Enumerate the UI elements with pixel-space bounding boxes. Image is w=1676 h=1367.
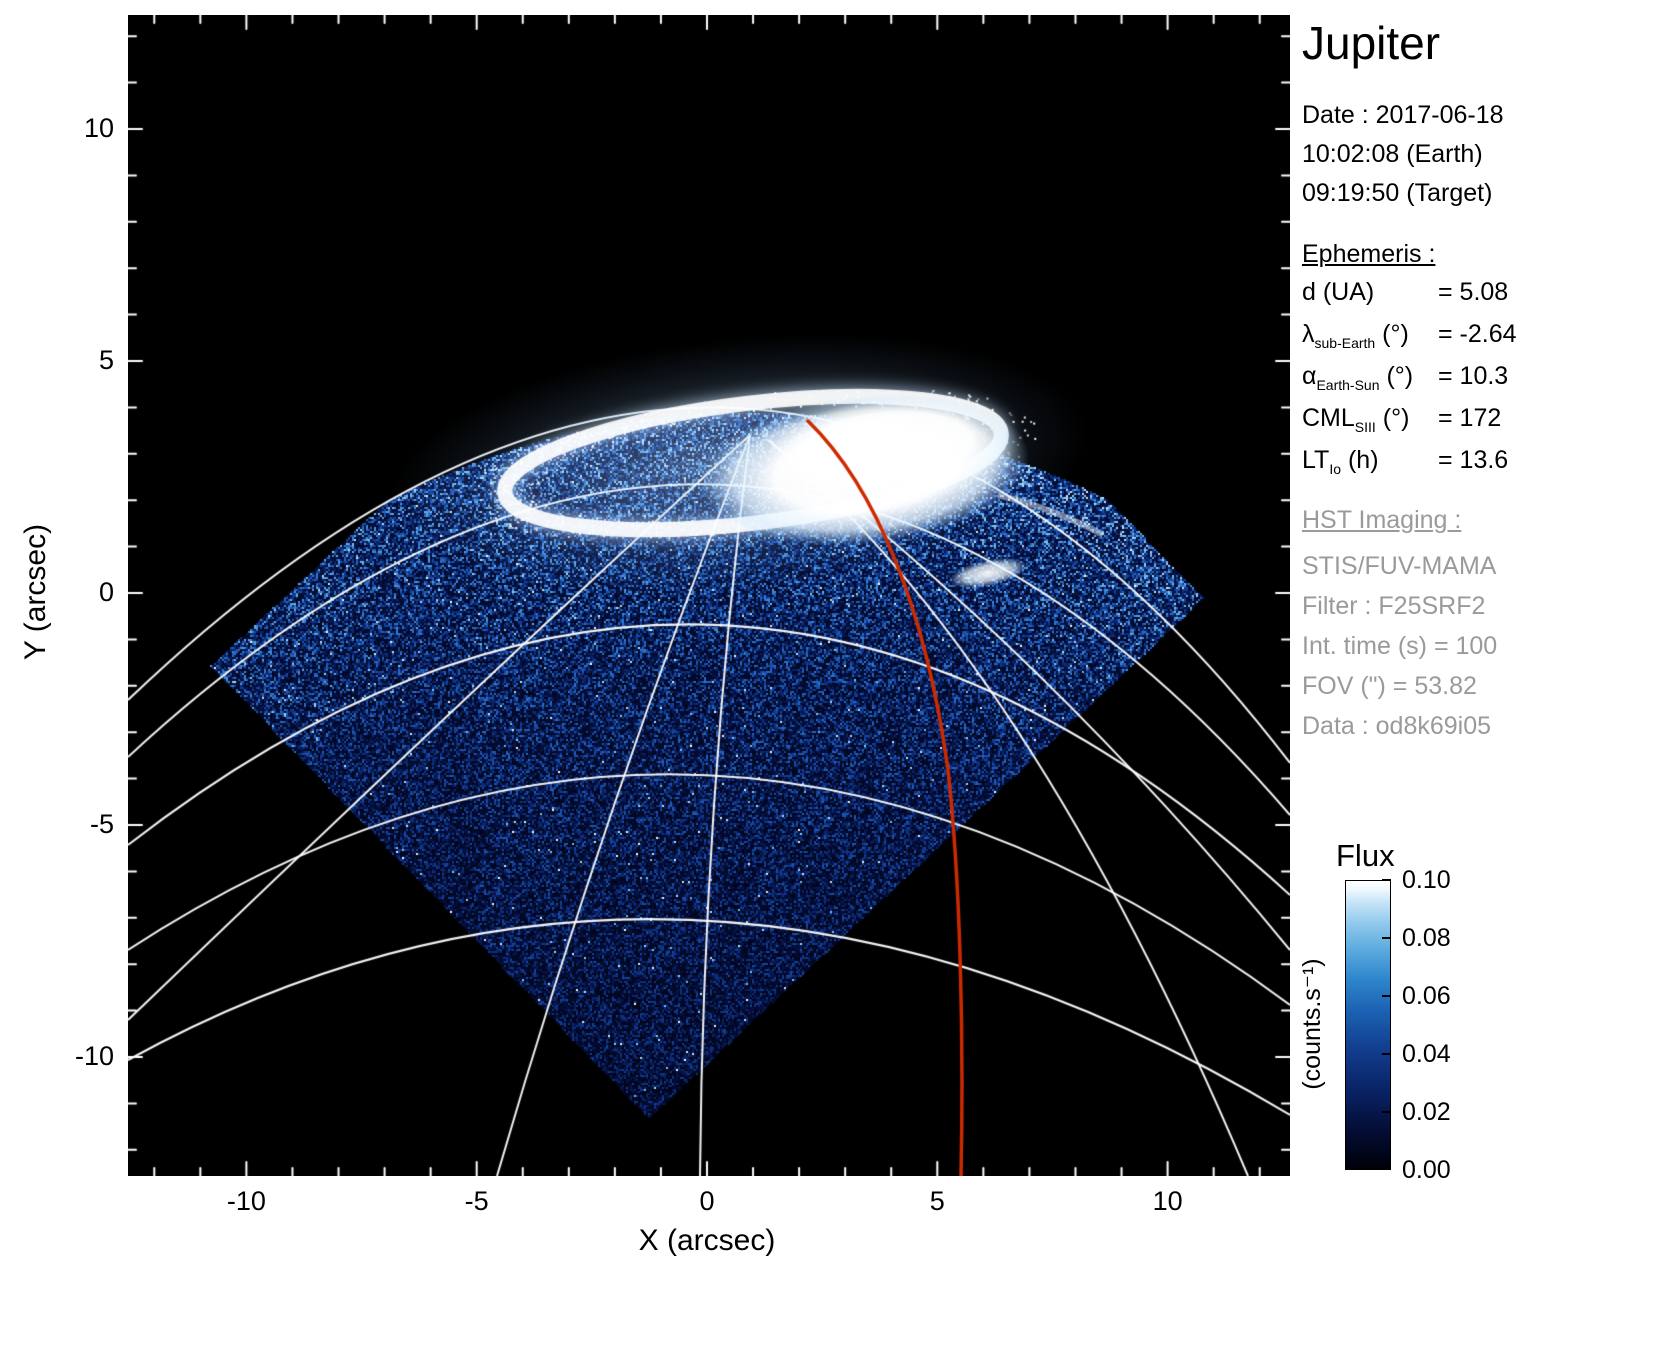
hst-fov: FOV (") = 53.82 — [1302, 672, 1477, 700]
ephemeris-subscript: sub-Earth — [1314, 335, 1376, 351]
ephemeris-subscript: Earth-Sun — [1316, 377, 1380, 393]
x-tick-label: 5 — [929, 1186, 945, 1216]
ephemeris-value: = 13.6 — [1438, 446, 1509, 474]
ephemeris-symbol: CML — [1302, 404, 1355, 432]
ephemeris-label: αEarth-Sun (°) — [1302, 362, 1430, 393]
date-block: Date : 2017-06-18 10:02:08 (Earth) 09:19… — [1302, 96, 1504, 213]
y-tick-label: 0 — [98, 577, 114, 607]
ephemeris-table: d (UA) = 5.08 λsub-Earth (°) = -2.64 αEart… — [1302, 278, 1517, 488]
x-tick-label: 0 — [699, 1186, 715, 1216]
ephemeris-row: CMLSIII (°) = 172 — [1302, 404, 1517, 446]
colorbar-tick-mark — [1382, 879, 1391, 881]
ephemeris-unit: (°) — [1382, 404, 1410, 432]
hst-imaging-heading: HST Imaging : — [1302, 506, 1462, 534]
ephemeris-unit: (°) — [1386, 362, 1414, 390]
hst-filter: Filter : F25SRF2 — [1302, 592, 1486, 620]
ephemeris-label: CMLSIII (°) — [1302, 404, 1430, 435]
ephemeris-subscript: Io — [1329, 461, 1342, 477]
ephemeris-label: d (UA) — [1302, 278, 1430, 309]
y-tick-label: 10 — [83, 113, 114, 143]
y-tick-label: -10 — [74, 1041, 114, 1071]
colorbar-tick-mark — [1382, 1167, 1391, 1169]
hst-data-id: Data : od8k69i05 — [1302, 712, 1492, 740]
ephemeris-symbol: d — [1302, 278, 1316, 306]
colorbar-tick-label: 0.08 — [1402, 924, 1451, 952]
ephemeris-value: = 5.08 — [1438, 278, 1509, 306]
colorbar-tick-label: 0.00 — [1402, 1156, 1451, 1184]
time-target: 09:19:50 (Target) — [1302, 179, 1493, 207]
colorbar-tick-label: 0.06 — [1402, 982, 1451, 1010]
colorbar-gradient — [1345, 880, 1391, 1170]
colorbar-title: Flux — [1336, 838, 1395, 873]
ephemeris-symbol: LT — [1302, 446, 1330, 474]
hst-imaging-block: STIS/FUV-MAMA Filter : F25SRF2 Int. time… — [1302, 546, 1497, 746]
ephemeris-heading: Ephemeris : — [1302, 240, 1436, 268]
ephemeris-unit: (h) — [1347, 446, 1379, 474]
colorbar-tick-label: 0.10 — [1402, 866, 1451, 894]
x-tick-label: -5 — [464, 1186, 489, 1216]
hst-instrument: STIS/FUV-MAMA — [1302, 552, 1497, 580]
ephemeris-value: = 10.3 — [1438, 362, 1509, 390]
date-line: Date : 2017-06-18 — [1302, 101, 1504, 129]
ephemeris-row: LTIo (h) = 13.6 — [1302, 446, 1517, 488]
time-earth: 10:02:08 (Earth) — [1302, 140, 1483, 168]
y-tick-label: 5 — [98, 345, 114, 375]
ephemeris-value: = 172 — [1438, 404, 1502, 432]
ephemeris-symbol: λ — [1302, 320, 1315, 348]
jupiter-fuv-aurora-image — [128, 15, 1290, 1176]
x-tick-label: -10 — [226, 1186, 266, 1216]
colorbar-unit-label: (counts.s⁻¹) — [1298, 958, 1326, 1090]
ephemeris-label: LTIo (h) — [1302, 446, 1430, 477]
ephemeris-row: λsub-Earth (°) = -2.64 — [1302, 320, 1517, 362]
x-tick-label: 10 — [1152, 1186, 1183, 1216]
x-axis-title: X (arcsec) — [638, 1224, 776, 1257]
ephemeris-symbol: α — [1302, 362, 1317, 390]
colorbar-tick-mark — [1382, 1053, 1391, 1055]
colorbar-tick-mark — [1382, 995, 1391, 997]
y-tick-label: -5 — [89, 809, 114, 839]
colorbar-tick-label: 0.04 — [1402, 1040, 1451, 1068]
ephemeris-row: d (UA) = 5.08 — [1302, 278, 1517, 320]
ephemeris-row: αEarth-Sun (°) = 10.3 — [1302, 362, 1517, 404]
ephemeris-unit: (UA) — [1322, 278, 1375, 306]
colorbar-tick-mark — [1382, 937, 1391, 939]
colorbar-tick-label: 0.02 — [1402, 1098, 1451, 1126]
ephemeris-subscript: SIII — [1354, 419, 1376, 435]
figure-title: Jupiter — [1302, 17, 1441, 69]
ephemeris-value: = -2.64 — [1438, 320, 1517, 348]
hst-int-time: Int. time (s) = 100 — [1302, 632, 1498, 660]
ephemeris-unit: (°) — [1382, 320, 1409, 348]
ephemeris-label: λsub-Earth (°) — [1302, 320, 1430, 351]
colorbar-tick-mark — [1382, 1111, 1391, 1113]
